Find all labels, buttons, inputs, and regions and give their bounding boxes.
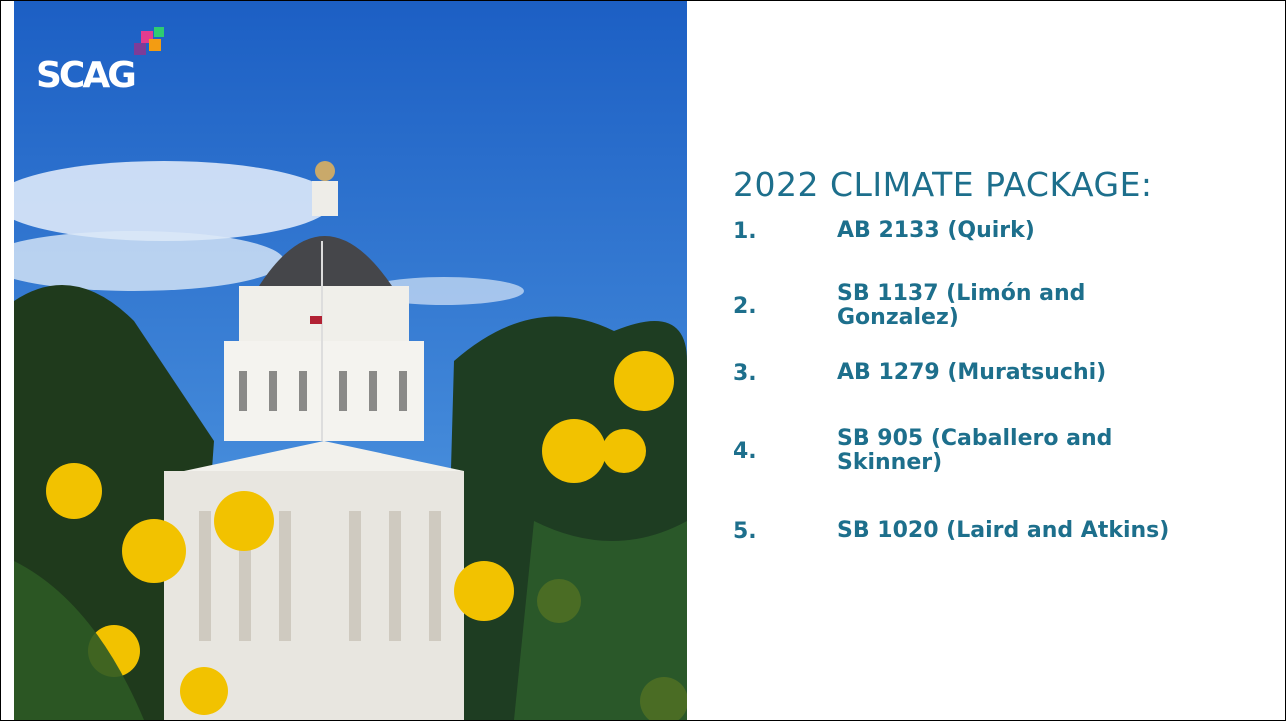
item-text: SB 1020 (Laird and Atkins) <box>837 519 1169 543</box>
item-number: 1. <box>733 219 837 244</box>
item-text: AB 2133 (Quirk) <box>837 219 1035 243</box>
item-line: AB 2133 (Quirk) <box>837 219 1035 243</box>
list-item: 3.AB 1279 (Muratsuchi) <box>733 361 1106 386</box>
item-line: SB 1137 (Limón and <box>837 282 1085 306</box>
slide-title: 2022 CLIMATE PACKAGE: <box>733 165 1153 204</box>
item-line: Gonzalez) <box>837 306 1085 330</box>
item-line: SB 1020 (Laird and Atkins) <box>837 519 1169 543</box>
list-item: 5.SB 1020 (Laird and Atkins) <box>733 519 1169 544</box>
item-text: AB 1279 (Muratsuchi) <box>837 361 1106 385</box>
item-line: AB 1279 (Muratsuchi) <box>837 361 1106 385</box>
item-number: 3. <box>733 361 837 386</box>
item-number: 4. <box>733 439 837 464</box>
item-line: SB 905 (Caballero and <box>837 427 1112 451</box>
item-number: 5. <box>733 519 837 544</box>
logo-text: SCAG <box>36 55 134 96</box>
slide: SCAG 2022 CLIMATE PACKAGE: 1.AB 2133 (Qu… <box>0 0 1286 721</box>
item-number: 2. <box>733 294 837 319</box>
item-line: Skinner) <box>837 451 1112 475</box>
list-item: 1.AB 2133 (Quirk) <box>733 219 1035 244</box>
capitol-photo: SCAG <box>14 1 687 720</box>
